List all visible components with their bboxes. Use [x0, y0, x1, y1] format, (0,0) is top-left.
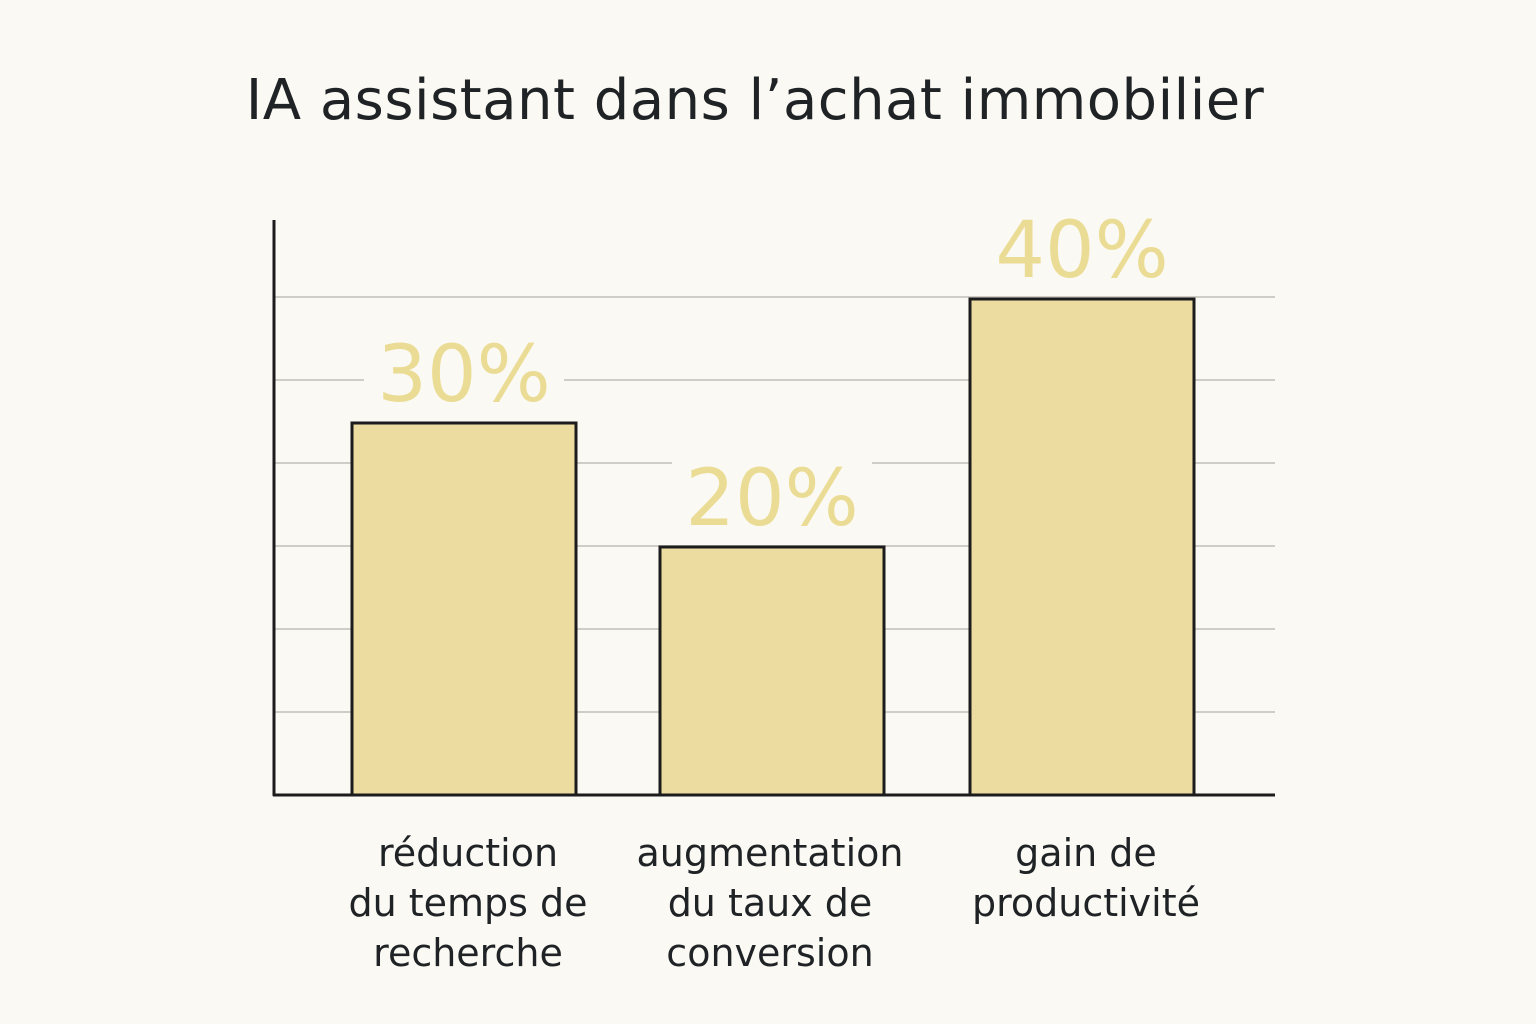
- category-label: du temps de: [348, 881, 587, 925]
- value-label: 20%: [685, 454, 858, 544]
- value-label: 30%: [377, 330, 550, 420]
- category-label: augmentation: [637, 831, 904, 875]
- value-label-background: [982, 209, 1182, 281]
- bar: [658, 545, 886, 797]
- bars: [350, 297, 1196, 797]
- axes: [272, 220, 1275, 797]
- category-label: recherche: [373, 931, 563, 975]
- chart-title: IA assistant dans l’achat immobilier: [245, 68, 1265, 133]
- bar: [350, 421, 578, 797]
- category-label: conversion: [666, 931, 873, 975]
- bar: [968, 297, 1196, 797]
- category-label: du taux de: [668, 881, 873, 925]
- category-label: productivité: [972, 881, 1200, 925]
- category-label: réduction: [378, 831, 558, 875]
- value-label: 40%: [995, 206, 1168, 296]
- value-label-background: [672, 457, 872, 529]
- value-label-background: [364, 333, 564, 405]
- labels: 30% réduction du temps de recherche 20% augme…: [348, 206, 1200, 975]
- category-label: gain de: [1015, 831, 1157, 875]
